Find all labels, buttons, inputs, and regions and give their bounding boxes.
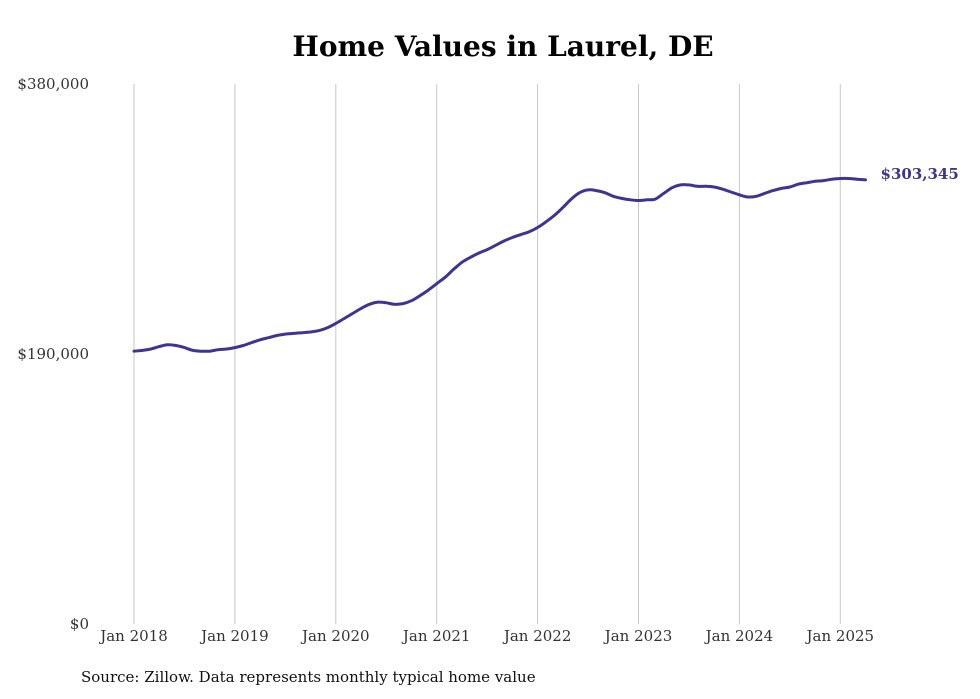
x-tick-label: Jan 2020 xyxy=(300,627,370,645)
x-axis-ticks: Jan 2018 Jan 2019 Jan 2020 Jan 2021 Jan 2022… xyxy=(98,627,874,645)
x-tick-label: Jan 2023 xyxy=(603,627,673,645)
x-tick-label: Jan 2019 xyxy=(199,627,269,645)
home-value-line xyxy=(132,176,867,353)
end-value-label: $303,345 xyxy=(881,165,959,183)
y-tick-label: $0 xyxy=(70,615,89,633)
x-tick-label: Jan 2018 xyxy=(98,627,168,645)
gridlines xyxy=(133,84,841,624)
x-tick-label: Jan 2021 xyxy=(401,627,471,645)
x-tick-label: Jan 2024 xyxy=(704,627,774,645)
chart-title: Home Values in Laurel, DE xyxy=(292,30,714,63)
y-tick-label: $380,000 xyxy=(17,75,89,93)
source-note: Source: Zillow. Data represents monthly … xyxy=(81,668,536,686)
x-tick-label: Jan 2022 xyxy=(502,627,572,645)
x-tick-label: Jan 2025 xyxy=(805,627,875,645)
y-axis-ticks: $0 $190,000 $380,000 xyxy=(17,75,89,633)
y-tick-label: $190,000 xyxy=(17,345,89,363)
